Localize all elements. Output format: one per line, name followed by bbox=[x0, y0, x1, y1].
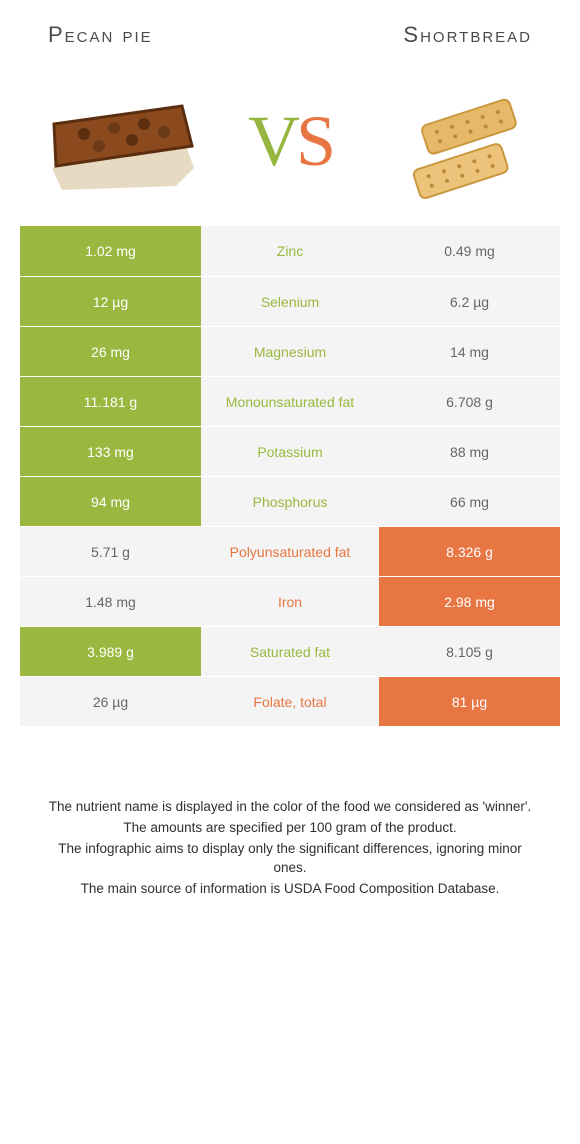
vs-label: VS bbox=[248, 105, 332, 177]
right-value: 8.105 g bbox=[379, 627, 560, 676]
nutrient-name: Potassium bbox=[201, 427, 379, 476]
table-row: 94 mgPhosphorus66 mg bbox=[20, 476, 560, 526]
right-value: 8.326 g bbox=[379, 527, 560, 576]
table-row: 1.02 mgZinc0.49 mg bbox=[20, 226, 560, 276]
food-left-title: Pecan pie bbox=[48, 22, 153, 48]
hero-row: VS bbox=[0, 48, 580, 226]
right-value: 81 µg bbox=[379, 677, 560, 726]
left-value: 1.02 mg bbox=[20, 226, 201, 276]
footer-line: The main source of information is USDA F… bbox=[40, 880, 540, 899]
left-value: 1.48 mg bbox=[20, 577, 201, 626]
nutrient-name: Phosphorus bbox=[201, 477, 379, 526]
right-value: 6.708 g bbox=[379, 377, 560, 426]
nutrient-name: Magnesium bbox=[201, 327, 379, 376]
left-value: 133 mg bbox=[20, 427, 201, 476]
left-value: 5.71 g bbox=[20, 527, 201, 576]
footer-line: The nutrient name is displayed in the co… bbox=[40, 798, 540, 817]
pecan-pie-icon bbox=[44, 76, 199, 206]
left-value: 94 mg bbox=[20, 477, 201, 526]
table-row: 1.48 mgIron2.98 mg bbox=[20, 576, 560, 626]
nutrient-name: Iron bbox=[201, 577, 379, 626]
nutrient-name: Saturated fat bbox=[201, 627, 379, 676]
table-row: 3.989 gSaturated fat8.105 g bbox=[20, 626, 560, 676]
right-value: 6.2 µg bbox=[379, 277, 560, 326]
left-value: 11.181 g bbox=[20, 377, 201, 426]
left-value: 26 mg bbox=[20, 327, 201, 376]
food-right-title: Shortbread bbox=[403, 22, 532, 48]
table-row: 133 mgPotassium88 mg bbox=[20, 426, 560, 476]
comparison-table: 1.02 mgZinc0.49 mg12 µgSelenium6.2 µg26 … bbox=[20, 226, 560, 726]
nutrient-name: Polyunsaturated fat bbox=[201, 527, 379, 576]
left-value: 12 µg bbox=[20, 277, 201, 326]
right-value: 2.98 mg bbox=[379, 577, 560, 626]
nutrient-name: Monounsaturated fat bbox=[201, 377, 379, 426]
shortbread-icon bbox=[381, 76, 536, 206]
left-value: 26 µg bbox=[20, 677, 201, 726]
table-row: 5.71 gPolyunsaturated fat8.326 g bbox=[20, 526, 560, 576]
nutrient-name: Selenium bbox=[201, 277, 379, 326]
table-row: 12 µgSelenium6.2 µg bbox=[20, 276, 560, 326]
footer-line: The infographic aims to display only the… bbox=[40, 840, 540, 878]
right-value: 88 mg bbox=[379, 427, 560, 476]
nutrient-name: Folate, total bbox=[201, 677, 379, 726]
right-value: 14 mg bbox=[379, 327, 560, 376]
nutrient-name: Zinc bbox=[201, 226, 379, 276]
right-value: 66 mg bbox=[379, 477, 560, 526]
table-row: 11.181 gMonounsaturated fat6.708 g bbox=[20, 376, 560, 426]
footer-notes: The nutrient name is displayed in the co… bbox=[40, 798, 540, 898]
right-value: 0.49 mg bbox=[379, 226, 560, 276]
table-row: 26 mgMagnesium14 mg bbox=[20, 326, 560, 376]
left-value: 3.989 g bbox=[20, 627, 201, 676]
table-row: 26 µgFolate, total81 µg bbox=[20, 676, 560, 726]
footer-line: The amounts are specified per 100 gram o… bbox=[40, 819, 540, 838]
header: Pecan pie Shortbread bbox=[0, 0, 580, 48]
